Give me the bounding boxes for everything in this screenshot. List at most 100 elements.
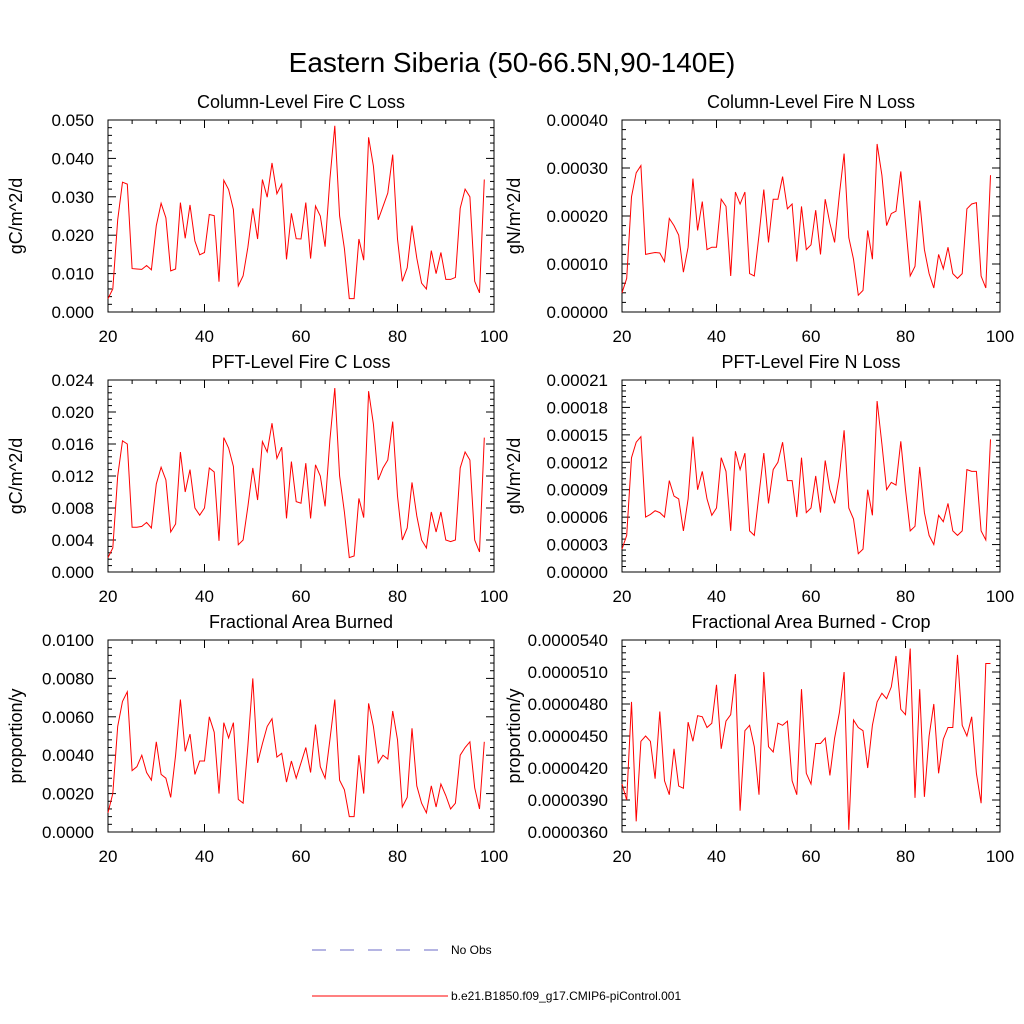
x-tick-label: 20 <box>613 847 632 866</box>
chart-title: Column-Level Fire C Loss <box>197 92 405 112</box>
x-tick-label: 20 <box>613 587 632 606</box>
y-tick-label: 0.0000480 <box>528 695 608 714</box>
chart-title: Fractional Area Burned <box>209 612 393 632</box>
y-tick-label: 0.00040 <box>547 111 608 130</box>
y-tick-label: 0.00018 <box>547 398 608 417</box>
series-line <box>107 387 485 559</box>
x-tick-label: 20 <box>99 847 118 866</box>
y-tick-label: 0.00012 <box>547 453 608 472</box>
legend: No Obs b.e21.B1850.f09_g17.CMIP6-piContr… <box>312 943 681 1003</box>
legend-obs-label: No Obs <box>451 943 492 957</box>
y-tick-label: 0.010 <box>51 265 94 284</box>
y-tick-label: 0.00000 <box>547 563 608 582</box>
y-tick-label: 0.0100 <box>42 631 94 650</box>
x-tick-label: 100 <box>986 847 1014 866</box>
chart-panel: Fractional Area Burned - Crop proportion/… <box>504 612 1014 866</box>
chart-title: Column-Level Fire N Loss <box>707 92 915 112</box>
plot-frame <box>107 119 495 313</box>
figure-title: Eastern Siberia (50-66.5N,90-140E) <box>289 47 736 78</box>
y-tick-label: 0.00003 <box>547 536 608 555</box>
chart-title: PFT-Level Fire C Loss <box>211 352 390 372</box>
x-tick-label: 60 <box>292 847 311 866</box>
x-tick-label: 40 <box>707 847 726 866</box>
y-axis-label: gC/m^2/d <box>6 438 26 514</box>
y-tick-label: 0.012 <box>51 467 94 486</box>
x-tick-label: 100 <box>986 327 1014 346</box>
plot-frame <box>107 379 495 573</box>
y-tick-label: 0.0000510 <box>528 663 608 682</box>
plot-frame <box>621 119 1001 313</box>
chart-panel: PFT-Level Fire C Loss gC/m^2/d 20 40 60 80 100… <box>6 352 508 606</box>
x-tick-label: 40 <box>195 327 214 346</box>
chart-panel: Fractional Area Burned proportion/y 20 40 60… <box>6 612 508 866</box>
x-tick-label: 100 <box>480 587 508 606</box>
y-axis-label: proportion/y <box>6 688 26 783</box>
y-axis-label: proportion/y <box>504 688 524 783</box>
chart-title: Fractional Area Burned - Crop <box>691 612 930 632</box>
series-line <box>107 678 485 818</box>
x-tick-label: 100 <box>480 327 508 346</box>
y-tick-label: 0.0020 <box>42 785 94 804</box>
y-tick-label: 0.0060 <box>42 708 94 727</box>
series-line <box>621 143 991 297</box>
y-tick-label: 0.016 <box>51 435 94 454</box>
y-tick-label: 0.00030 <box>547 159 608 178</box>
x-tick-label: 40 <box>195 847 214 866</box>
legend-model-label: b.e21.B1850.f09_g17.CMIP6-piControl.001 <box>451 989 681 1003</box>
y-tick-label: 0.050 <box>51 111 94 130</box>
y-tick-label: 0.0080 <box>42 669 94 688</box>
y-tick-label: 0.040 <box>51 149 94 168</box>
y-tick-label: 0.0000450 <box>528 727 608 746</box>
y-tick-label: 0.00021 <box>547 371 608 390</box>
y-tick-label: 0.0000540 <box>528 631 608 650</box>
x-tick-label: 40 <box>195 587 214 606</box>
y-tick-label: 0.00015 <box>547 426 608 445</box>
plot-frame <box>621 379 1001 573</box>
y-tick-label: 0.020 <box>51 403 94 422</box>
x-tick-label: 80 <box>388 847 407 866</box>
x-tick-label: 20 <box>99 587 118 606</box>
x-tick-label: 60 <box>802 587 821 606</box>
x-tick-label: 40 <box>707 587 726 606</box>
panels: Column-Level Fire C Loss gC/m^2/d 20 40 60 80… <box>6 92 1014 866</box>
y-tick-label: 0.0000390 <box>528 791 608 810</box>
y-tick-label: 0.0040 <box>42 746 94 765</box>
x-tick-label: 80 <box>896 587 915 606</box>
x-tick-label: 60 <box>802 847 821 866</box>
chart-panel: Column-Level Fire C Loss gC/m^2/d 20 40 60 80… <box>6 92 508 346</box>
series-line <box>107 125 485 300</box>
y-axis-label: gC/m^2/d <box>6 178 26 254</box>
x-tick-label: 80 <box>896 327 915 346</box>
chart-title: PFT-Level Fire N Loss <box>721 352 900 372</box>
y-axis-label: gN/m^2/d <box>504 178 524 254</box>
y-tick-label: 0.000 <box>51 303 94 322</box>
y-tick-label: 0.0000 <box>42 823 94 842</box>
y-tick-label: 0.0000420 <box>528 759 608 778</box>
x-tick-label: 60 <box>292 587 311 606</box>
x-tick-label: 40 <box>707 327 726 346</box>
x-tick-label: 60 <box>802 327 821 346</box>
y-tick-label: 0.00006 <box>547 508 608 527</box>
y-tick-label: 0.008 <box>51 499 94 518</box>
y-tick-label: 0.024 <box>51 371 94 390</box>
x-tick-label: 100 <box>480 847 508 866</box>
y-tick-label: 0.030 <box>51 188 94 207</box>
y-tick-label: 0.0000360 <box>528 823 608 842</box>
series-line <box>621 648 991 830</box>
plot-frame <box>107 639 495 833</box>
y-tick-label: 0.00020 <box>547 207 608 226</box>
x-tick-label: 80 <box>896 847 915 866</box>
y-axis-label: gN/m^2/d <box>504 438 524 514</box>
y-tick-label: 0.00009 <box>547 481 608 500</box>
y-tick-label: 0.00010 <box>547 255 608 274</box>
y-tick-label: 0.00000 <box>547 303 608 322</box>
chart-panel: Column-Level Fire N Loss gN/m^2/d 20 40 60 80… <box>504 92 1014 346</box>
y-tick-label: 0.020 <box>51 226 94 245</box>
y-tick-label: 0.004 <box>51 531 94 550</box>
series-line <box>621 400 991 555</box>
x-tick-label: 80 <box>388 327 407 346</box>
x-tick-label: 100 <box>986 587 1014 606</box>
x-tick-label: 80 <box>388 587 407 606</box>
y-tick-label: 0.000 <box>51 563 94 582</box>
